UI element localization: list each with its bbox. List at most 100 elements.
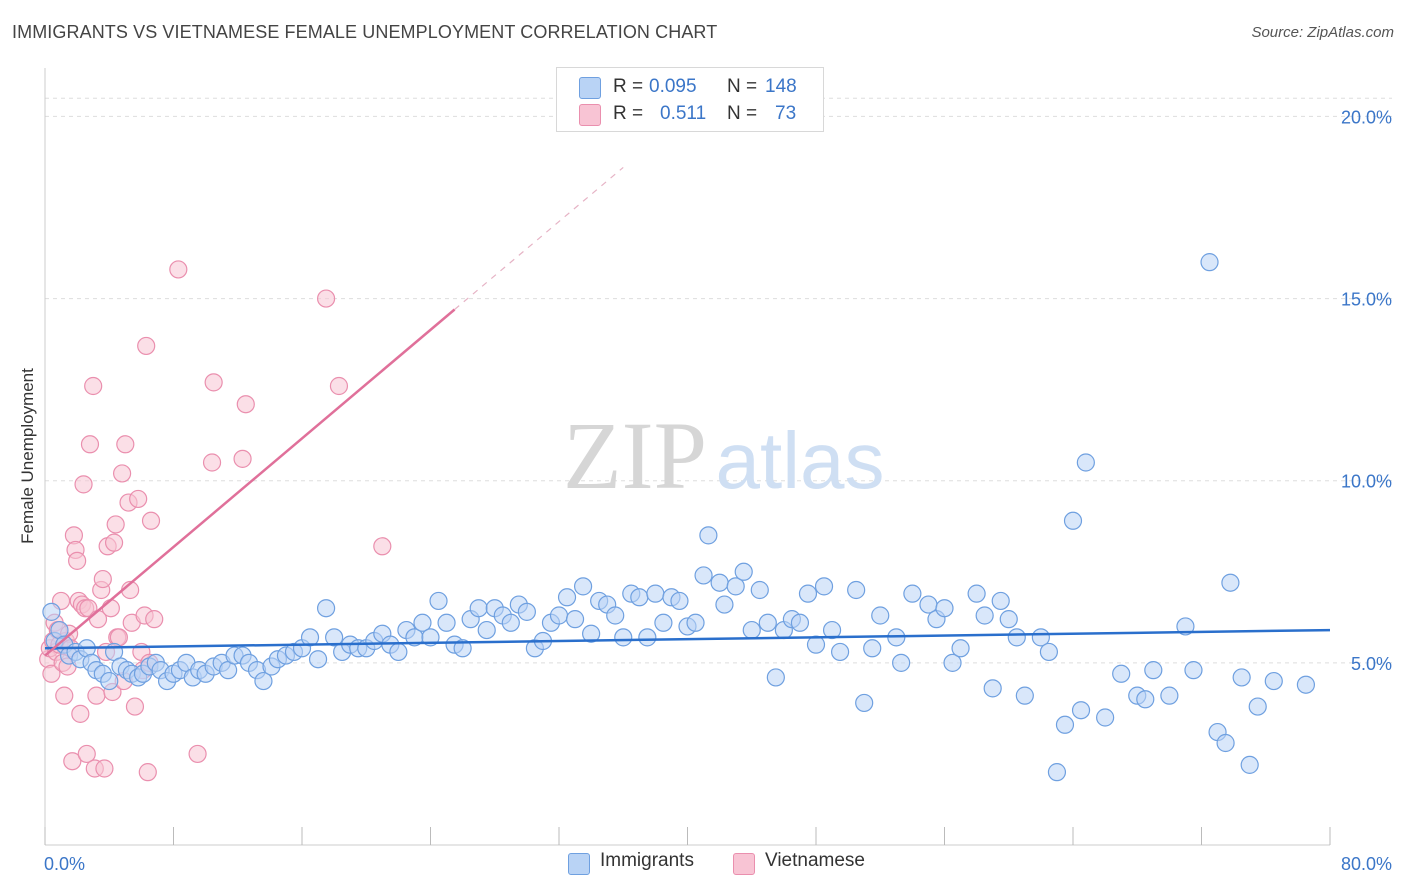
vietnamese-point	[202, 453, 222, 472]
vietnamese-point	[116, 435, 135, 454]
vietnamese-point	[145, 610, 164, 629]
vietnamese-point	[87, 686, 106, 705]
y-tick-label: 20.0%	[1341, 107, 1392, 127]
immigrants-point	[1176, 617, 1195, 636]
vietnamese-point	[106, 515, 125, 534]
immigrants-point	[606, 606, 625, 625]
immigrants-point	[630, 588, 649, 607]
immigrants-point	[1221, 573, 1240, 592]
vietnamese-point	[112, 464, 132, 483]
immigrants-point	[573, 577, 593, 596]
immigrants-point	[413, 613, 432, 632]
vietnamese-r-value: 0.511	[660, 103, 707, 124]
immigrants-r-value: 0.095	[649, 76, 697, 97]
x-tick-label-max: 80.0%	[1341, 854, 1392, 874]
watermark-zip: ZIP	[563, 402, 707, 509]
immigrants-point	[300, 628, 320, 647]
immigrants-point	[1248, 697, 1267, 716]
vietnamese-point	[125, 697, 145, 716]
y-tick-labels: 5.0% 10.0% 15.0% 20.0%	[1341, 107, 1392, 673]
vietnamese-point	[129, 489, 148, 509]
vietnamese-point	[71, 704, 90, 723]
immigrants-point	[614, 628, 633, 647]
vietnamese-r-label: R =	[613, 103, 644, 124]
immigrants-point	[437, 613, 456, 632]
source-label: Source: ZipAtlas.com	[1251, 24, 1394, 41]
watermark-atlas: atlas	[716, 416, 885, 505]
immigrants-point	[501, 613, 520, 632]
immigrants-swatch	[579, 77, 601, 99]
immigrants-point	[715, 595, 734, 614]
vietnamese-point	[329, 376, 349, 396]
immigrants-point	[517, 602, 536, 621]
vietnamese-point	[104, 533, 124, 552]
y-tick-label: 10.0%	[1341, 472, 1392, 492]
immigrants-point	[766, 668, 785, 687]
vietnamese-point	[77, 744, 96, 764]
immigrants-point	[726, 577, 745, 596]
vietnamese-point	[233, 449, 252, 468]
vietnamese-point	[74, 475, 93, 494]
immigrants-point	[742, 620, 761, 640]
vietnamese-point	[137, 336, 156, 356]
vietnamese-point	[80, 435, 100, 454]
immigrants-point	[389, 642, 408, 662]
immigrants-point	[951, 639, 970, 658]
immigrants-point	[699, 526, 718, 545]
immigrants-point	[469, 599, 488, 618]
immigrants-point	[967, 584, 986, 603]
immigrants-point	[975, 606, 994, 625]
vietnamese-legend-label: Vietnamese	[765, 850, 865, 871]
immigrants-point	[1063, 511, 1083, 530]
immigrants-point	[686, 613, 705, 632]
y-tick-label: 5.0%	[1351, 654, 1392, 674]
immigrants-n-value: 148	[765, 76, 797, 97]
axes	[44, 68, 1331, 846]
immigrants-point	[1232, 668, 1251, 687]
vietnamese-point	[68, 551, 87, 570]
vietnamese-point	[93, 569, 112, 589]
vietnamese-points	[39, 260, 392, 782]
immigrants-point	[871, 606, 890, 625]
immigrants-point	[1264, 671, 1283, 691]
immigrants-point	[798, 584, 818, 603]
immigrants-point	[646, 584, 665, 603]
immigrants-point	[254, 671, 273, 691]
immigrants-point	[734, 562, 753, 581]
immigrants-point	[670, 591, 689, 611]
immigrants-point	[1047, 763, 1067, 782]
vietnamese-point	[84, 376, 103, 396]
immigrants-legend-swatch	[568, 853, 590, 875]
immigrants-point	[429, 591, 448, 611]
watermark: ZIP atlas	[563, 402, 884, 509]
immigrants-point	[638, 628, 657, 647]
vietnamese-point	[204, 373, 223, 392]
immigrants-point	[855, 693, 874, 713]
immigrants-point	[1055, 715, 1075, 734]
immigrants-point	[1144, 661, 1163, 680]
vietnamese-legend-swatch	[733, 853, 755, 875]
x-tick-label-min: 0.0%	[44, 854, 85, 874]
immigrants-legend-label: Immigrants	[600, 850, 694, 871]
immigrants-point	[1112, 664, 1131, 683]
vietnamese-point	[169, 260, 188, 279]
immigrants-point	[1160, 686, 1179, 705]
vietnamese-point	[138, 763, 157, 782]
immigrants-point	[710, 573, 729, 592]
immigrants-point	[1216, 733, 1235, 753]
immigrants-point	[991, 591, 1010, 611]
chart-title: IMMIGRANTS VS VIETNAMESE FEMALE UNEMPLOY…	[12, 22, 718, 42]
vietnamese-point	[141, 511, 161, 530]
immigrants-point	[1296, 675, 1316, 694]
immigrants-point	[999, 610, 1018, 629]
immigrants-point	[1007, 628, 1026, 647]
immigrants-point	[654, 613, 673, 632]
immigrants-point	[308, 650, 328, 669]
immigrants-point	[549, 606, 569, 625]
vietnamese-point	[63, 752, 82, 771]
correlation-legend: R = 0.095 N = 148 R = 0.511 N = 73	[556, 67, 824, 132]
vietnamese-point	[373, 537, 392, 556]
immigrants-point	[790, 613, 810, 632]
immigrants-point	[943, 653, 962, 672]
